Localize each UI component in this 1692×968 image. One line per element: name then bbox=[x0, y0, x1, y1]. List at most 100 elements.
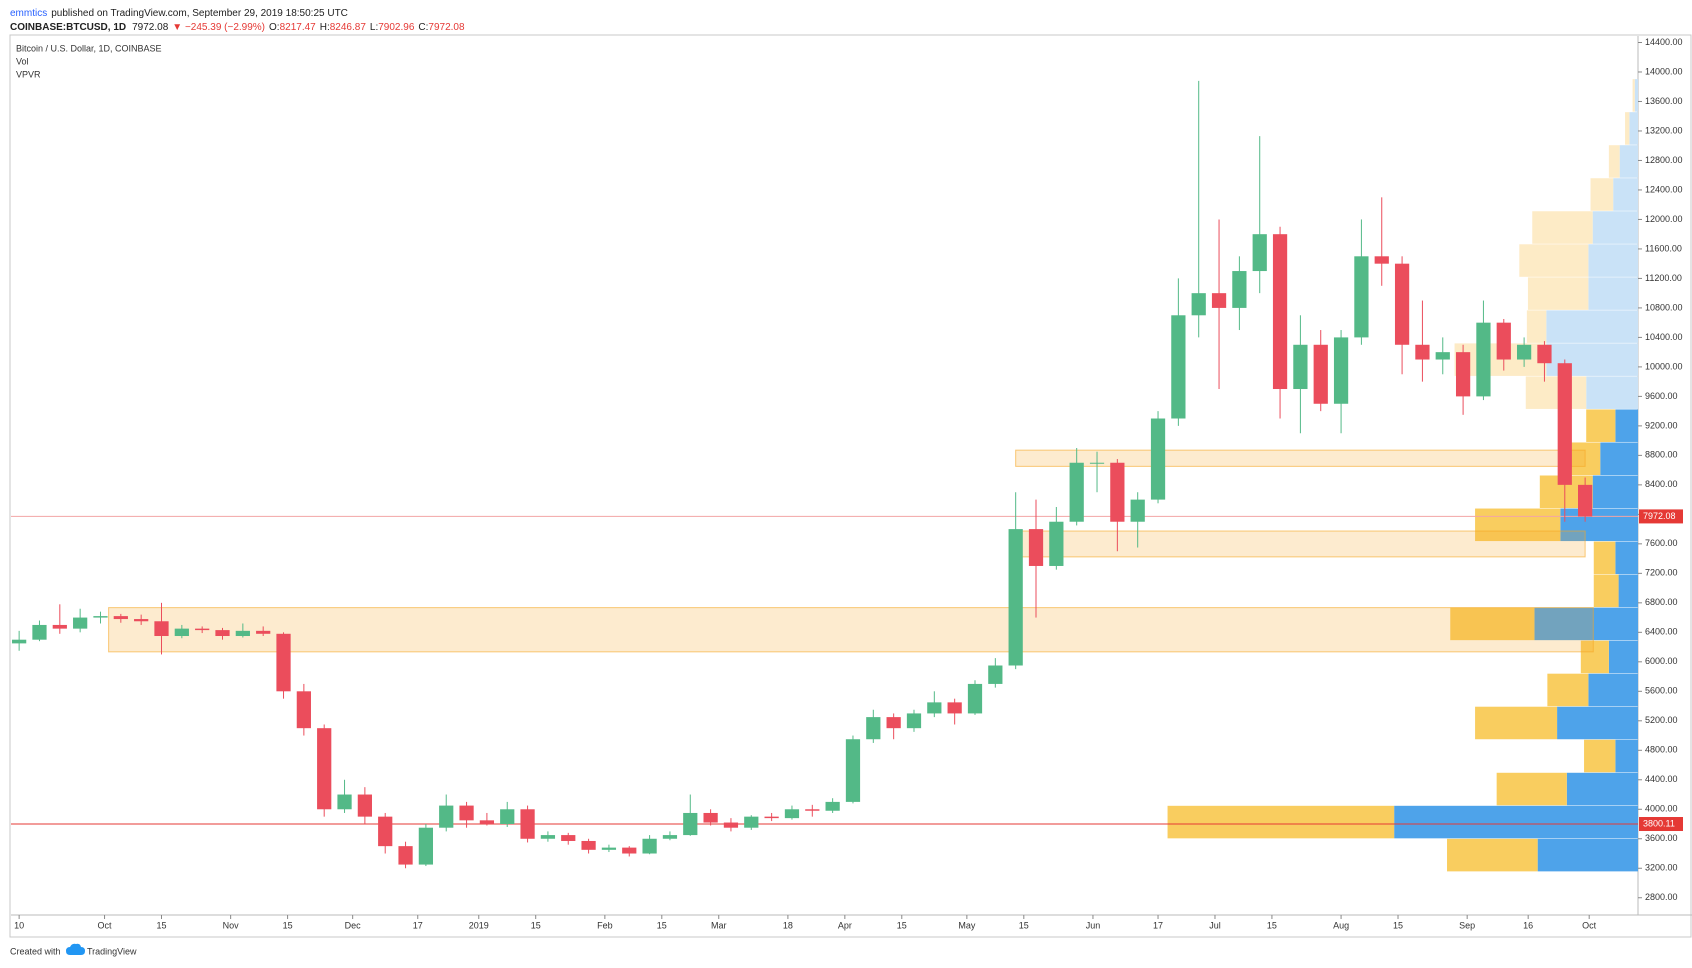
candle-body bbox=[1008, 529, 1023, 666]
candle-body bbox=[1272, 234, 1288, 390]
profile-down bbox=[1167, 805, 1395, 839]
x-tick-label: 17 bbox=[413, 920, 423, 930]
y-tick-label: 6400.00 bbox=[1645, 627, 1678, 637]
profile-down bbox=[1608, 145, 1620, 178]
candle-body bbox=[337, 794, 352, 810]
chart-title: Bitcoin / U.S. Dollar, 1D, COINBASE bbox=[16, 43, 162, 53]
candle-body bbox=[1171, 315, 1186, 419]
candle-body bbox=[1089, 462, 1105, 464]
x-tick-label: 2019 bbox=[469, 920, 489, 930]
profile-down bbox=[1496, 772, 1567, 806]
y-tick-label: 2800.00 bbox=[1645, 892, 1678, 902]
ohlc-key: C: bbox=[418, 22, 428, 33]
candle-body bbox=[540, 835, 556, 839]
y-tick-label: 12800.00 bbox=[1645, 155, 1683, 165]
profile-up bbox=[1592, 211, 1638, 244]
y-tick-label: 6000.00 bbox=[1645, 656, 1678, 666]
candle-body bbox=[378, 816, 393, 847]
profile-up bbox=[1588, 673, 1638, 707]
candle-body bbox=[906, 713, 922, 729]
candle-body bbox=[398, 846, 413, 865]
candle-body bbox=[1435, 352, 1450, 360]
profile-down bbox=[1525, 376, 1587, 409]
profile-down bbox=[1584, 739, 1616, 773]
x-tick-label: 18 bbox=[783, 920, 793, 930]
candle-body bbox=[1374, 256, 1389, 264]
profile-up bbox=[1634, 79, 1638, 112]
profile-down bbox=[1475, 508, 1561, 542]
x-tick-label: 15 bbox=[897, 920, 907, 930]
candle-body bbox=[927, 702, 942, 714]
y-tick-label: 14400.00 bbox=[1645, 37, 1683, 47]
profile-up bbox=[1613, 178, 1638, 211]
published: published on TradingView.com, September … bbox=[51, 8, 348, 19]
price-label-box bbox=[1639, 817, 1683, 832]
candle-body bbox=[1252, 234, 1267, 272]
profile-down bbox=[1567, 442, 1601, 475]
indicator-label: VPVR bbox=[16, 69, 41, 79]
profile-up bbox=[1560, 508, 1638, 542]
x-tick-label: 10 bbox=[14, 920, 24, 930]
x-tick-label: 15 bbox=[657, 920, 667, 930]
candle-body bbox=[1537, 344, 1552, 364]
y-tick-label: 3200.00 bbox=[1645, 863, 1678, 873]
candle-body bbox=[703, 812, 718, 823]
candle-body bbox=[1476, 322, 1491, 397]
candle-body bbox=[93, 616, 108, 618]
profile-up bbox=[1534, 607, 1638, 641]
candle-body bbox=[134, 619, 149, 622]
ohlc-key: H: bbox=[320, 22, 330, 33]
profile-up bbox=[1588, 244, 1638, 277]
profile-down bbox=[1526, 310, 1547, 343]
profile-down bbox=[1475, 706, 1558, 740]
candle-body bbox=[195, 628, 210, 631]
y-tick-label: 9200.00 bbox=[1645, 420, 1678, 430]
y-tick-label: 10800.00 bbox=[1645, 302, 1683, 312]
x-tick-label: 15 bbox=[1019, 920, 1029, 930]
ohlc-value: 8217.47 bbox=[280, 22, 317, 33]
publish-line: emmtics published on TradingView.com, Sep… bbox=[10, 8, 348, 19]
candle-body bbox=[764, 816, 779, 819]
ohlc-key: O: bbox=[269, 22, 280, 33]
profile-down bbox=[1593, 574, 1619, 608]
profile-up bbox=[1615, 409, 1638, 442]
candle-body bbox=[1191, 293, 1206, 316]
brand-logo bbox=[66, 943, 85, 955]
last-price: 7972.08 bbox=[132, 22, 169, 33]
x-tick-label: Oct bbox=[98, 920, 113, 930]
candle-body bbox=[1333, 337, 1349, 404]
candle-body bbox=[256, 630, 271, 634]
profile-up bbox=[1618, 574, 1638, 608]
profile-down bbox=[1593, 541, 1616, 575]
y-tick-label: 11200.00 bbox=[1645, 273, 1682, 283]
candle-body bbox=[235, 630, 250, 637]
y-tick-label: 14000.00 bbox=[1645, 66, 1683, 76]
x-tick-label: 16 bbox=[1523, 920, 1533, 930]
profile-up bbox=[1592, 475, 1638, 509]
candle-body bbox=[886, 717, 901, 729]
change: ▼ −245.39 (−2.99%) bbox=[172, 22, 265, 33]
profile-up bbox=[1608, 640, 1638, 674]
x-tick-label: Aug bbox=[1333, 920, 1349, 930]
x-tick-label: Sep bbox=[1459, 920, 1475, 930]
footer-brand: TradingView bbox=[87, 946, 137, 956]
x-tick-label: 15 bbox=[531, 920, 541, 930]
candle-body bbox=[825, 801, 840, 811]
plot: 2800.00 3200.00 3600.00 4000.00 4400.00 4800.… bbox=[11, 36, 1692, 930]
candle-body bbox=[1211, 293, 1227, 308]
candle-body bbox=[662, 835, 678, 839]
ohlc-value: 8246.87 bbox=[330, 22, 367, 33]
candle-body bbox=[967, 683, 983, 714]
candle-body bbox=[154, 621, 169, 637]
price-label: 7972.08 bbox=[1643, 511, 1676, 521]
y-tick-label: 6800.00 bbox=[1645, 597, 1678, 607]
profile-down bbox=[1632, 79, 1635, 112]
y-tick-label: 3600.00 bbox=[1645, 833, 1678, 843]
candle-body bbox=[439, 805, 454, 828]
y-tick-label: 8400.00 bbox=[1645, 479, 1678, 489]
candle-body bbox=[784, 809, 800, 819]
candle-body bbox=[1496, 322, 1511, 360]
candle-body bbox=[215, 630, 230, 637]
profile-down bbox=[1527, 277, 1589, 310]
price-label-box bbox=[1639, 509, 1683, 524]
